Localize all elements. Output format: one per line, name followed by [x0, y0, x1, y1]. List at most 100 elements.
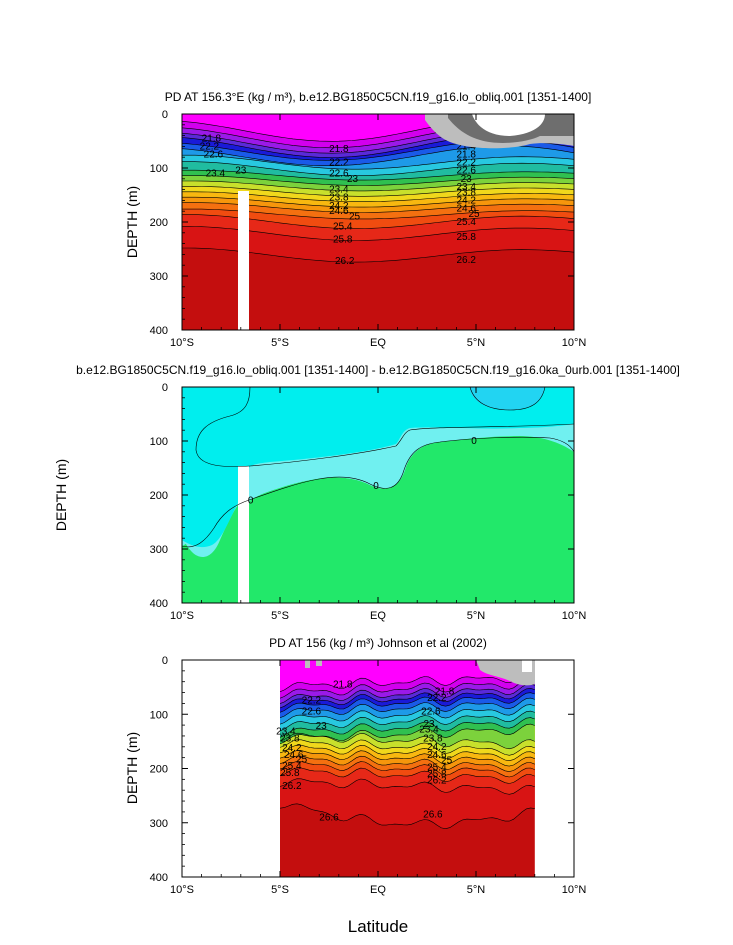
contour-label: 23.4 [419, 724, 439, 735]
contour-label: 25.8 [427, 769, 447, 780]
contour-label: 22.2 [427, 693, 447, 704]
contour-label: 26.2 [456, 255, 476, 266]
panel-3-missing-a [305, 660, 310, 668]
contour-label: 0 [373, 481, 379, 492]
contour-label: 0 [248, 495, 254, 506]
x-tick-label: 5°N [467, 337, 486, 349]
contour-line [280, 803, 535, 830]
panel-1-contour-labels: 21.822.222.62323.421.822.222.62323.423.8… [200, 133, 480, 267]
contour-label: 24.6 [284, 750, 304, 761]
panel-3-contour-labels: 21.822.222.62323.423.824.224.62525.425.8… [276, 679, 455, 823]
x-tick-label: 10°S [170, 337, 194, 349]
contour-label: 25.4 [333, 221, 353, 232]
contour-label: 26.6 [319, 812, 339, 823]
contour-label: 26.2 [282, 781, 302, 792]
contour-line [280, 744, 535, 762]
contour-label: 25.8 [280, 768, 300, 779]
x-tick-label: 5°S [271, 884, 289, 896]
panel-3-title: PD AT 156 (kg / m³) Johnson et al (2002) [269, 636, 487, 650]
contour-line [280, 678, 535, 699]
y-tick-label: 300 [150, 544, 168, 556]
contour-line [280, 732, 535, 750]
contour-line [280, 750, 535, 767]
contour-label: 23 [461, 174, 473, 185]
contour-label: 21.8 [202, 133, 222, 144]
contour-line [280, 692, 535, 713]
contour-label: 21.8 [456, 150, 476, 161]
contour-line [280, 687, 535, 709]
panel-3-xlabel: Latitude [348, 917, 409, 936]
contour-label: 24.6 [329, 206, 349, 217]
contour-label: 23 [347, 174, 359, 185]
y-tick-label: 300 [150, 818, 168, 830]
contour-label: 25.8 [456, 232, 476, 243]
x-tick-label: 5°N [467, 884, 486, 896]
contour-label: 23 [316, 721, 328, 732]
contour-label: 23.8 [280, 734, 300, 745]
contour-line [280, 697, 535, 718]
density-band [182, 114, 574, 142]
contour-label: 22.6 [421, 707, 441, 718]
x-tick-label: 5°S [271, 610, 289, 622]
contour-label: 25 [349, 212, 361, 223]
contour-label: 25 [468, 209, 480, 220]
panel-3-gap [522, 660, 532, 672]
x-tick-label: 10°S [170, 884, 194, 896]
contour-label: 25 [441, 755, 453, 766]
x-tick-label: 5°N [467, 610, 486, 622]
contour-label: 23.4 [206, 168, 226, 179]
x-tick-label: 10°N [562, 610, 587, 622]
contour-line [280, 683, 535, 704]
contour-label: 24.6 [427, 750, 447, 761]
contour-label: 21.4 [456, 141, 476, 152]
contour-line [280, 671, 535, 692]
contour-label: 25 [296, 754, 308, 765]
contour-label: 23.4 [276, 727, 296, 738]
contour-label: 22.2 [456, 158, 476, 169]
y-tick-label: 300 [150, 271, 168, 283]
panel-3-contour-lines [280, 671, 535, 830]
y-tick-label: 200 [150, 764, 168, 776]
contour-line [280, 778, 535, 795]
panel-1-axes: 10°S 5°S EQ 5°N 10°N 0 100 200 300 400 [150, 109, 587, 349]
contour-line [182, 161, 574, 176]
y-tick-label: 100 [150, 436, 168, 448]
y-tick-label: 0 [162, 655, 168, 667]
panel-3-ylabel: DEPTH (m) [124, 732, 140, 804]
contour-label: 23 [235, 166, 247, 177]
contour-line [469, 387, 546, 411]
contour-label: 23.4 [329, 185, 349, 196]
y-tick-label: 0 [162, 382, 168, 394]
contour-line [182, 186, 574, 197]
panel-2-contour-fill [182, 387, 574, 603]
contour-line [280, 704, 535, 725]
contour-line [280, 710, 535, 732]
panel-3-missing-b [316, 660, 322, 666]
x-tick-label: 5°S [271, 337, 289, 349]
y-tick-label: 200 [150, 217, 168, 229]
contour-label: 26.2 [427, 775, 447, 786]
contour-label: 23.8 [423, 734, 443, 745]
contour-label: 23 [423, 719, 435, 730]
panel-2-title: b.e12.BG1850C5CN.f19_g16.lo_obliq.001 [1… [76, 363, 680, 377]
contour-line [182, 169, 574, 181]
contour-label: 26.6 [423, 810, 443, 821]
panel-1-white-bar [238, 191, 249, 330]
panel-1-gap [472, 114, 545, 136]
panel-3-missing-c [476, 660, 535, 686]
contour-line [280, 755, 535, 772]
x-tick-label: 10°S [170, 610, 194, 622]
panel-2-contour-labels: 0 0 0 [248, 436, 477, 506]
contour-line [182, 175, 574, 186]
contour-line [182, 180, 574, 192]
y-tick-label: 100 [150, 709, 168, 721]
contour-line [280, 739, 535, 756]
contour-line [182, 154, 574, 170]
contour-line [280, 761, 535, 778]
contour-label: 21.8 [435, 687, 455, 698]
panel-2-top-right-patch [470, 387, 545, 410]
contour-label: 22.6 [329, 168, 349, 179]
panel-2-contour-lines [182, 387, 574, 548]
contour-label: 25.4 [456, 217, 476, 228]
